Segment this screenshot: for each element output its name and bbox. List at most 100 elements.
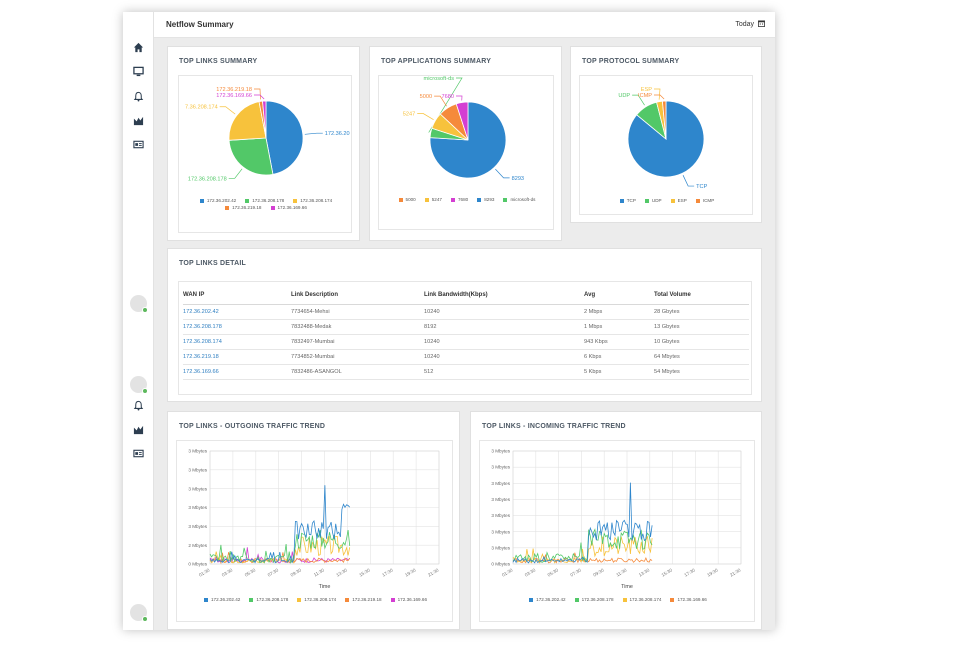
column-header[interactable]: Total Volume — [654, 288, 749, 305]
legend-item[interactable]: 172.36.208.174 — [293, 198, 332, 203]
wan-ip-link[interactable]: 172.36.169.66 — [183, 364, 291, 380]
legend-item[interactable]: 172.36.219.18 — [345, 597, 382, 602]
legend-swatch — [199, 198, 204, 203]
pie-slice[interactable] — [265, 100, 304, 175]
home-icon[interactable] — [131, 40, 146, 55]
date-range-picker[interactable]: Today — [735, 20, 765, 29]
x-tick-label: 21:30 — [427, 567, 440, 577]
legend-swatch — [670, 597, 675, 602]
legend-item[interactable]: TCP — [619, 198, 636, 203]
legend-label: 172.36.169.66 — [677, 597, 707, 602]
legend-swatch — [203, 597, 208, 602]
legend-item[interactable]: 172.36.219.18 — [225, 205, 262, 210]
series-line[interactable] — [209, 552, 351, 565]
legend-item[interactable]: 172.36.169.66 — [670, 597, 707, 602]
line-legend: 172.36.202.42 172.36.208.178 172.36.208.17… — [189, 597, 442, 602]
legend-item[interactable]: 172.36.208.174 — [622, 597, 661, 602]
top-links-summary-card: TOP LINKS SUMMARY 172.36.20 172.36.208.17… — [167, 46, 360, 241]
wan-ip-link[interactable]: 172.36.208.174 — [183, 334, 291, 350]
callout-label: 7680 — [442, 94, 454, 100]
pie-slice[interactable] — [228, 137, 274, 176]
legend-swatch — [503, 197, 508, 202]
pie-slice[interactable] — [262, 100, 267, 139]
bell-icon[interactable] — [131, 89, 146, 104]
legend-item[interactable]: 8293 — [477, 197, 494, 202]
x-tick-label: 15:30 — [661, 567, 674, 577]
x-tick-label: 11:30 — [313, 567, 326, 577]
card-title: TOP LINKS - INCOMING TRAFFIC TREND — [482, 423, 626, 430]
sidebar — [123, 12, 154, 630]
legend-item[interactable]: 7680 — [450, 197, 468, 202]
top-links-detail-card: TOP LINKS DETAIL WAN IP Link Description… — [167, 248, 762, 402]
pie-slice[interactable] — [661, 100, 667, 140]
id-card-icon[interactable] — [131, 446, 146, 461]
outgoing-traffic-trend-card: TOP LINKS - OUTGOING TRAFFIC TREND 0 Mby… — [167, 411, 460, 630]
user-avatar[interactable] — [130, 604, 148, 622]
legend-label: 8293 — [484, 197, 495, 202]
wan-ip-link[interactable]: 172.36.219.18 — [183, 349, 291, 365]
legend-item[interactable]: microsoft-ds — [503, 197, 535, 202]
legend-item[interactable]: 172.36.208.178 — [245, 198, 284, 203]
legend-item[interactable]: 172.36.202.42 — [203, 597, 241, 602]
legend-item[interactable]: 172.36.208.178 — [574, 597, 614, 602]
table-cell: 8192 — [424, 319, 584, 335]
callout-line — [434, 95, 447, 107]
pie-slice[interactable] — [455, 101, 469, 141]
legend-label: 172.36.208.178 — [252, 198, 285, 203]
table-cell: 10 Gbytes — [654, 334, 749, 350]
legend-item[interactable]: 5247 — [424, 197, 442, 202]
legend-label: TCP — [626, 198, 636, 203]
legend-label: 172.36.202.42 — [210, 597, 241, 602]
legend-swatch — [622, 597, 627, 602]
id-card-icon[interactable] — [131, 137, 146, 152]
wan-ip-link[interactable]: 172.36.202.42 — [183, 304, 291, 320]
pie-slice[interactable] — [228, 101, 267, 141]
column-header[interactable]: Link Description — [291, 288, 424, 305]
callout-line — [254, 88, 261, 100]
column-header[interactable]: WAN IP — [183, 288, 291, 305]
x-tick-label: 01:30 — [198, 567, 211, 577]
callout-label: 172.36.219.18 — [216, 87, 252, 93]
legend-swatch — [398, 197, 403, 202]
table-row[interactable]: 172.36.169.66 7832486-ASANGOL 512 5 Kbps 54 … — [183, 364, 749, 380]
table-cell: 1 Mbps — [584, 319, 654, 335]
column-header[interactable]: Link Bandwidth(Kbps) — [424, 288, 584, 305]
area-chart-icon[interactable] — [131, 113, 146, 128]
legend-item[interactable]: 172.36.202.42 — [529, 597, 566, 602]
series-line[interactable] — [512, 528, 653, 563]
table-row[interactable]: 172.36.208.174 7832497-Mumbai 10240 943 Kbp… — [183, 334, 749, 350]
bell-icon[interactable] — [131, 398, 146, 413]
user-avatar[interactable] — [130, 376, 148, 394]
pie-legend: TCP UDP ESP ICMP — [584, 198, 750, 203]
callout-label: 7.36.208.174 — [185, 105, 218, 111]
legend-item[interactable]: 172.36.169.66 — [270, 205, 307, 210]
legend-item[interactable]: 5000 — [398, 197, 416, 202]
series-line[interactable] — [209, 485, 350, 564]
table-row[interactable]: 172.36.208.178 7832488-Medak 8192 1 Mbps 13 … — [183, 319, 749, 335]
legend-item[interactable]: 172.36.169.66 — [390, 597, 427, 602]
monitor-icon[interactable] — [131, 64, 146, 79]
column-header[interactable]: Avg — [584, 288, 654, 305]
legend-swatch — [529, 597, 534, 602]
series-line[interactable] — [512, 482, 653, 564]
wan-ip-link[interactable]: 172.36.208.178 — [183, 319, 291, 335]
table-row[interactable]: 172.36.202.42 7734654-Mehsi 10240 2 Mbps 28 … — [183, 304, 749, 320]
legend-label: UDP — [651, 198, 662, 203]
legend-item[interactable]: ESP — [670, 198, 687, 203]
legend-swatch — [450, 197, 455, 202]
legend-item[interactable]: 172.36.202.42 — [199, 198, 236, 203]
legend-swatch — [574, 597, 579, 602]
area-chart-icon[interactable] — [131, 422, 146, 437]
online-status-dot — [142, 616, 148, 622]
legend-item[interactable]: 172.36.208.178 — [249, 597, 288, 602]
table-cell: 7832488-Medak — [291, 319, 424, 335]
card-title: TOP LINKS - OUTGOING TRAFFIC TREND — [179, 423, 326, 430]
user-avatar[interactable] — [130, 295, 148, 313]
series-line[interactable] — [209, 530, 351, 564]
table-row[interactable]: 172.36.219.18 7734852-Mumbai 10240 6 Kbps 64… — [183, 349, 749, 365]
legend-swatch — [477, 197, 482, 202]
series-line[interactable] — [512, 536, 653, 564]
legend-item[interactable]: ICMP — [695, 198, 714, 203]
legend-item[interactable]: UDP — [644, 198, 662, 203]
legend-item[interactable]: 172.36.208.174 — [297, 597, 336, 602]
